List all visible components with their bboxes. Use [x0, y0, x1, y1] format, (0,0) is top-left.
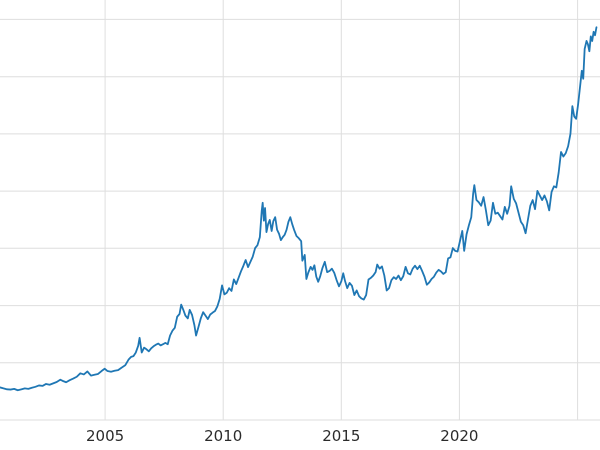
x-tick-label: 2010	[204, 427, 242, 445]
x-tick-label: 2020	[440, 427, 478, 445]
price-line	[0, 26, 598, 392]
x-tick-label: 2015	[322, 427, 360, 445]
x-tick-label: 2005	[86, 427, 124, 445]
